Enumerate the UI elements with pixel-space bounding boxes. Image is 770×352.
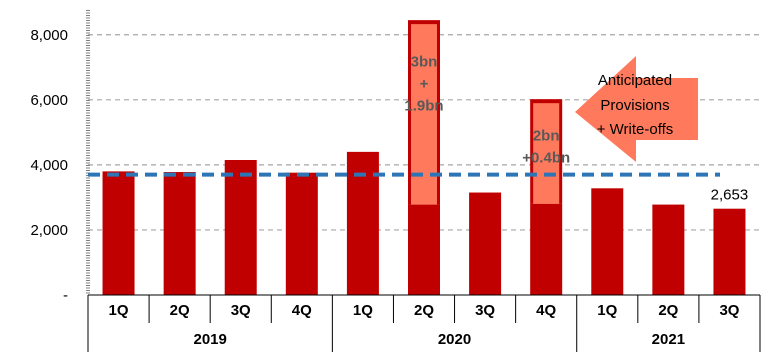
y-tick-label-2: 4,000 (30, 157, 68, 174)
overlay-label-0-2: 1.9bn (404, 97, 443, 114)
category-label-10: 3Q (719, 302, 739, 319)
category-label-8: 1Q (597, 302, 617, 319)
category-label-7: 4Q (536, 302, 556, 319)
arrow-label-line-2: Provisions (600, 97, 669, 114)
overlay-label-0-0: 3bn (411, 53, 438, 70)
y-tick-label-4: 8,000 (30, 27, 68, 44)
bar-2 (224, 160, 257, 295)
overlay-label-1-1: +0.4bn (522, 150, 570, 167)
bar-10 (713, 208, 746, 295)
bar-1 (163, 172, 196, 295)
overlay-fill-1 (533, 103, 560, 204)
data-label-0: 2,653 (711, 187, 749, 204)
provision-overlays: 3bn +1.9bn 2bn +0.4bn (404, 20, 570, 205)
y-axis: - 2,000 4,000 6,000 8,000 (30, 10, 90, 304)
category-label-1: 2Q (170, 302, 190, 319)
bar-8 (591, 188, 624, 295)
category-label-4: 1Q (353, 302, 373, 319)
category-label-5: 2Q (414, 302, 434, 319)
group-label-0: 2019 (193, 331, 226, 348)
bar-6 (469, 192, 502, 295)
category-label-6: 3Q (475, 302, 495, 319)
arrow-label-line-3: + Write-offs (597, 121, 674, 138)
anticipated-provisions-arrow: Anticipated Provisions + Write-offs (575, 56, 698, 162)
bar-7 (530, 203, 563, 295)
bar-3 (285, 172, 318, 295)
arrow-label-line-1: Anticipated (598, 72, 672, 89)
category-label-9: 2Q (658, 302, 678, 319)
left-arrow-icon (575, 56, 698, 162)
y-tick-label-0: - (63, 287, 68, 304)
bar-9 (652, 204, 685, 295)
bar-5 (408, 204, 440, 295)
group-label-2: 2021 (652, 331, 685, 348)
overlay-label-0-1: + (420, 75, 429, 92)
group-label-1: 2020 (438, 331, 471, 348)
x-axis: 1Q 2Q 3Q 4Q 1Q 2Q 3Q 4Q 1Q 2Q 3Q 2019 2020 2021 (87, 294, 761, 352)
bar-0 (102, 171, 135, 295)
category-label-3: 4Q (292, 302, 312, 319)
data-labels: 2,653 (711, 187, 749, 204)
y-tick-label-1: 2,000 (30, 222, 68, 239)
bars (102, 151, 746, 295)
y-tick-label-3: 6,000 (30, 92, 68, 109)
category-label-2: 3Q (231, 302, 251, 319)
overlay-label-1-0: 2bn (533, 128, 560, 145)
category-label-0: 1Q (109, 302, 129, 319)
